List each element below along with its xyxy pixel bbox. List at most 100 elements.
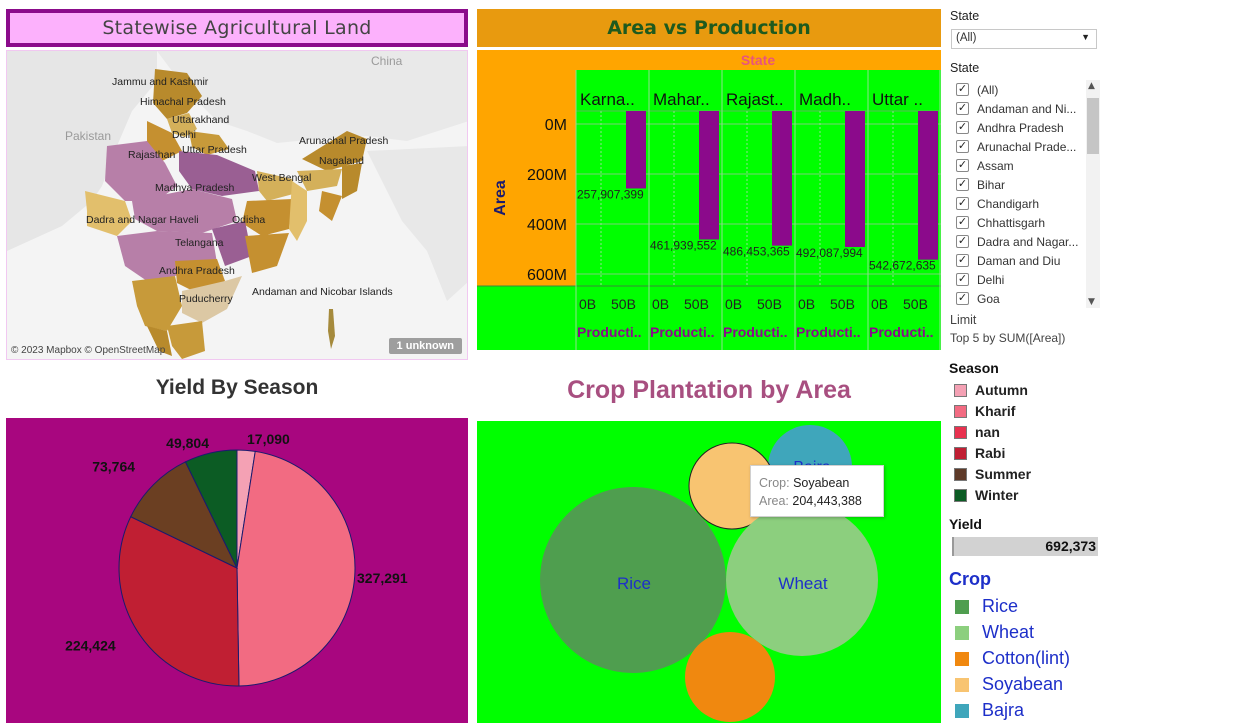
yield-by-season-title: Yield By Season (155, 376, 319, 399)
season-legend-item[interactable]: Winter (954, 487, 1018, 503)
state-list-scrollbar[interactable]: ▲ ▼ (1086, 80, 1100, 308)
scroll-up-icon[interactable]: ▲ (1088, 81, 1095, 91)
legend-swatch (955, 703, 969, 718)
checkbox-checked-icon[interactable]: ✓ (956, 254, 969, 267)
checkbox-checked-icon[interactable]: ✓ (956, 235, 969, 248)
checkbox-checked-icon[interactable]: ✓ (956, 178, 969, 191)
scrollbar-thumb[interactable] (1087, 98, 1099, 154)
state-option-label: (All) (977, 82, 999, 97)
unknown-badge[interactable]: 1 unknown (388, 338, 462, 354)
checkbox-checked-icon[interactable]: ✓ (956, 273, 969, 286)
x-tick-label: 50B (903, 296, 928, 312)
y-tick-label: 0M (545, 117, 567, 134)
legend-swatch (954, 404, 967, 418)
crop-legend-item[interactable]: Soyabean (949, 674, 1063, 695)
region-andaman (328, 309, 335, 349)
crop-legend-item[interactable]: Bajra (949, 700, 1024, 721)
state-option[interactable]: ✓ Andhra Pradesh (951, 118, 1101, 137)
season-legend-item[interactable]: Summer (954, 466, 1031, 482)
map-shapes (7, 51, 467, 359)
legend-swatch (954, 488, 967, 502)
map-label-state: Delhi (172, 129, 196, 141)
area-vs-production-chart[interactable]: State Area 0M 200M 400M 600M Karna.. 257,907,39… (477, 50, 941, 350)
x-tick-label: 0B (652, 296, 669, 312)
yield-range-slider[interactable]: 692,373 (952, 537, 1098, 556)
map-label-state: Himachal Pradesh (140, 96, 226, 108)
season-legend-item[interactable]: Rabi (954, 445, 1005, 461)
checkbox-checked-icon[interactable]: ✓ (956, 292, 969, 305)
x-axis-label: Producti.. (723, 324, 788, 340)
bar (845, 111, 865, 248)
chevron-down-icon[interactable]: ▼ (1081, 32, 1090, 42)
state-option[interactable]: ✓ Assam (951, 156, 1101, 175)
map-label-state: Jammu and Kashmir (112, 76, 209, 88)
checkbox-checked-icon[interactable]: ✓ (956, 83, 969, 96)
crop-legend-item[interactable]: Rice (949, 596, 1018, 617)
legend-swatch (955, 625, 969, 640)
state-option-label: Chandigarh (977, 196, 1040, 211)
region-tamil-nadu (167, 321, 205, 359)
x-axis-label: Producti.. (796, 324, 861, 340)
state-dropdown[interactable]: (All) ▼ (951, 29, 1097, 49)
region-punjab (147, 121, 182, 161)
state-option[interactable]: ✓ Delhi (951, 270, 1101, 289)
state-option[interactable]: ✓ Chhattisgarh (951, 213, 1101, 232)
state-option[interactable]: ✓ Chandigarh (951, 194, 1101, 213)
crop-plantation-title: Crop Plantation by Area (567, 376, 851, 404)
scroll-down-icon[interactable]: ▼ (1088, 297, 1095, 307)
state-option[interactable]: ✓ (All) (951, 80, 1101, 99)
checkbox-checked-icon[interactable]: ✓ (956, 159, 969, 172)
region-assam (297, 169, 342, 191)
state-option[interactable]: ✓ Bihar (951, 175, 1101, 194)
bar-value-label: 257,907,399 (577, 187, 644, 201)
bubble-cotton[interactable] (685, 632, 775, 722)
category-label: Rajast.. (726, 90, 784, 109)
map-copyright[interactable]: © 2023 Mapbox © OpenStreetMap (11, 345, 166, 356)
x-tick-label: 0B (798, 296, 815, 312)
season-legend-item[interactable]: nan (954, 424, 1000, 440)
checkbox-checked-icon[interactable]: ✓ (956, 121, 969, 134)
bubble-rice[interactable] (540, 487, 726, 673)
checkbox-checked-icon[interactable]: ✓ (956, 216, 969, 229)
map-label-state: Telangana (175, 237, 224, 249)
state-list-label: State (950, 61, 980, 75)
state-option[interactable]: ✓ Arunachal Prade... (951, 137, 1101, 156)
checkbox-checked-icon[interactable]: ✓ (956, 140, 969, 153)
state-option-label: Chhattisgarh (977, 215, 1046, 230)
season-legend-item[interactable]: Kharif (954, 403, 1015, 419)
tooltip-area-key: Area: (759, 494, 789, 508)
checkbox-checked-icon[interactable]: ✓ (956, 102, 969, 115)
legend-label: Autumn (975, 382, 1028, 398)
x-axis-label: Producti.. (577, 324, 642, 340)
map-title: Statewise Agricultural Land (6, 9, 468, 47)
bubble-wheat[interactable] (726, 504, 878, 656)
map-label-state: Nagaland (319, 155, 364, 167)
x-axis-label: Producti.. (869, 324, 934, 340)
state-option-label: Delhi (977, 272, 1005, 287)
bar (772, 111, 792, 246)
state-option-label: Bihar (977, 177, 1006, 192)
region-jharkhand (242, 199, 292, 236)
state-checkbox-list[interactable]: ✓ (All) ✓ Andaman and Ni... ✓ Andhra Prades… (951, 80, 1101, 308)
region-nagaland (342, 163, 362, 199)
map-label-pakistan: Pakistan (65, 129, 112, 143)
yield-pie-chart[interactable]: 17,090 327,291 224,424 73,764 49,804 (6, 418, 468, 723)
category-label: Uttar .. (872, 90, 923, 109)
india-map[interactable]: China Pakistan Jammu and Kashmir Himacha… (6, 50, 468, 360)
state-option[interactable]: ✓ Daman and Diu (951, 251, 1101, 270)
state-option[interactable]: ✓ Goa (951, 289, 1101, 308)
state-option[interactable]: ✓ Andaman and Ni... (951, 99, 1101, 118)
crop-legend-item[interactable]: Wheat (949, 622, 1034, 643)
crop-legend-item[interactable]: Cotton(lint) (949, 648, 1070, 669)
checkbox-checked-icon[interactable]: ✓ (956, 197, 969, 210)
region-chhattisgarh (212, 221, 252, 266)
season-legend-item[interactable]: Autumn (954, 382, 1028, 398)
map-label-state: Odisha (232, 214, 266, 226)
legend-label: Rice (982, 596, 1019, 616)
legend-swatch (954, 467, 967, 481)
crop-tooltip: Crop: Soyabean Area: 204,443,388 (750, 465, 884, 517)
map-label-state: Andaman and Nicobar Islands (252, 286, 393, 298)
state-option[interactable]: ✓ Dadra and Nagar... (951, 232, 1101, 251)
x-tick-label: 0B (871, 296, 888, 312)
y-axis-title: Area (492, 180, 509, 216)
